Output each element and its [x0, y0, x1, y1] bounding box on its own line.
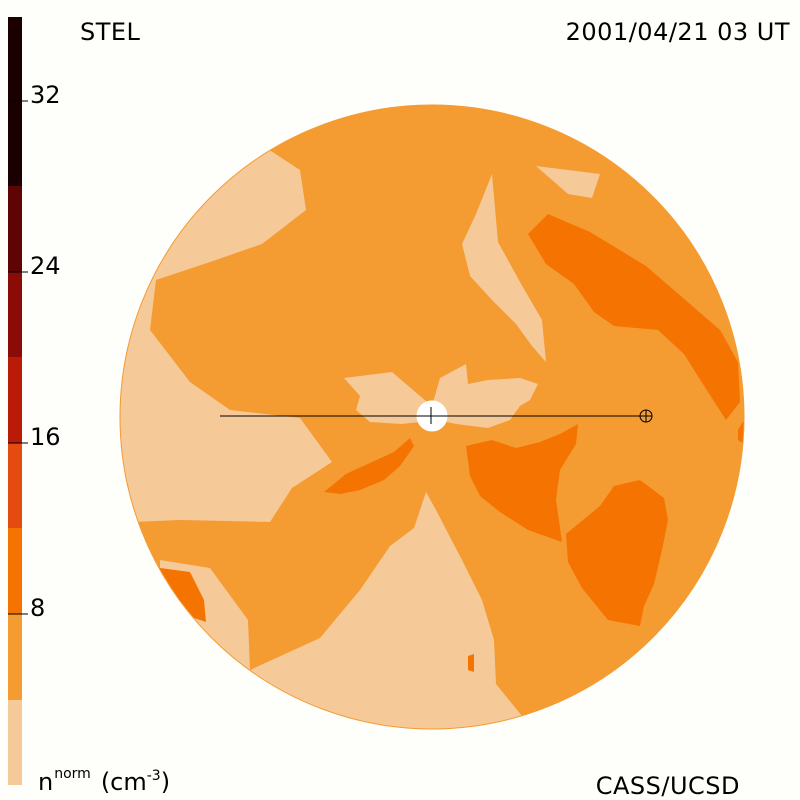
color-band-3	[8, 528, 22, 614]
color-band-2	[8, 614, 22, 700]
color-band-6	[8, 272, 22, 357]
credit-label: CASS/UCSD	[595, 772, 740, 800]
unit-base: n	[38, 768, 54, 796]
west-dark-patch	[160, 568, 206, 622]
unit-superscript: norm	[54, 766, 91, 782]
center-left-dark-streak	[324, 438, 414, 494]
color-band-1	[8, 700, 22, 785]
timestamp-label: 2001/04/21 03 UT	[565, 18, 790, 46]
south-light-region	[250, 492, 522, 729]
east-dark-patch	[566, 480, 668, 626]
northeast-dark-ridge	[528, 214, 740, 420]
unit-parenthetical-superscript: -3	[146, 768, 161, 784]
tick-label-24: 24	[30, 252, 61, 280]
tick-label-16: 16	[30, 423, 61, 451]
center-right-dark-patch	[466, 424, 578, 542]
color-bar: 32 24 16 8	[8, 17, 61, 785]
instrument-label: STEL	[80, 18, 141, 46]
tick-label-32: 32	[30, 81, 61, 109]
south-small-dark-fleck	[468, 654, 474, 672]
tick-label-8: 8	[30, 594, 45, 622]
center-light-cloverleaf	[344, 364, 538, 428]
northeast-light-notch	[536, 166, 600, 198]
disk-outline	[119, 104, 745, 730]
colorbar-unit-label: nnorm (cm-3)	[38, 766, 171, 798]
unit-parenthetical: (cm	[100, 768, 147, 796]
east-edge-dark-notch	[738, 420, 744, 444]
unit-close: )	[160, 768, 171, 796]
north-light-tongue	[462, 174, 546, 362]
color-band-5	[8, 357, 22, 443]
color-band-7	[8, 186, 22, 272]
color-band-4	[8, 443, 22, 528]
